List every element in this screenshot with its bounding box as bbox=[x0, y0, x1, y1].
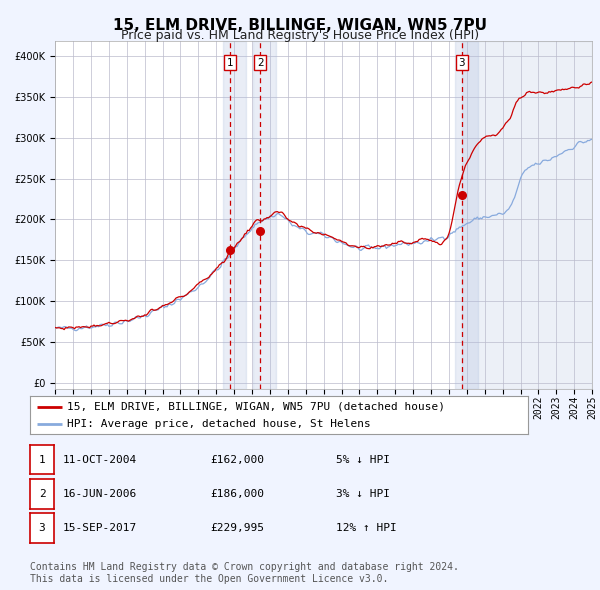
Text: £162,000: £162,000 bbox=[210, 455, 264, 464]
Text: Price paid vs. HM Land Registry's House Price Index (HPI): Price paid vs. HM Land Registry's House … bbox=[121, 30, 479, 42]
Text: £229,995: £229,995 bbox=[210, 523, 264, 533]
Text: £186,000: £186,000 bbox=[210, 489, 264, 499]
Text: 2: 2 bbox=[38, 489, 46, 499]
Text: HPI: Average price, detached house, St Helens: HPI: Average price, detached house, St H… bbox=[67, 419, 371, 429]
Text: 2: 2 bbox=[257, 58, 263, 68]
Text: 15, ELM DRIVE, BILLINGE, WIGAN, WN5 7PU (detached house): 15, ELM DRIVE, BILLINGE, WIGAN, WN5 7PU … bbox=[67, 402, 445, 412]
Text: 15-SEP-2017: 15-SEP-2017 bbox=[63, 523, 137, 533]
Text: 5% ↓ HPI: 5% ↓ HPI bbox=[336, 455, 390, 464]
Text: 16-JUN-2006: 16-JUN-2006 bbox=[63, 489, 137, 499]
Text: 12% ↑ HPI: 12% ↑ HPI bbox=[336, 523, 397, 533]
Text: Contains HM Land Registry data © Crown copyright and database right 2024.
This d: Contains HM Land Registry data © Crown c… bbox=[30, 562, 459, 584]
Text: 15, ELM DRIVE, BILLINGE, WIGAN, WN5 7PU: 15, ELM DRIVE, BILLINGE, WIGAN, WN5 7PU bbox=[113, 18, 487, 32]
Text: 1: 1 bbox=[227, 58, 233, 68]
Text: 1: 1 bbox=[38, 455, 46, 464]
Bar bbox=[455, 41, 478, 389]
Text: 11-OCT-2004: 11-OCT-2004 bbox=[63, 455, 137, 464]
Text: 3: 3 bbox=[38, 523, 46, 533]
Bar bbox=[223, 41, 247, 389]
Bar bbox=[253, 41, 277, 389]
Bar bbox=[462, 41, 592, 389]
Text: 3% ↓ HPI: 3% ↓ HPI bbox=[336, 489, 390, 499]
Text: 3: 3 bbox=[458, 58, 465, 68]
